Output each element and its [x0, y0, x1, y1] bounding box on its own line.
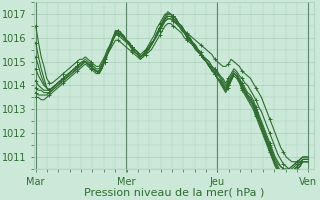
X-axis label: Pression niveau de la mer( hPa ): Pression niveau de la mer( hPa ) — [84, 188, 264, 198]
